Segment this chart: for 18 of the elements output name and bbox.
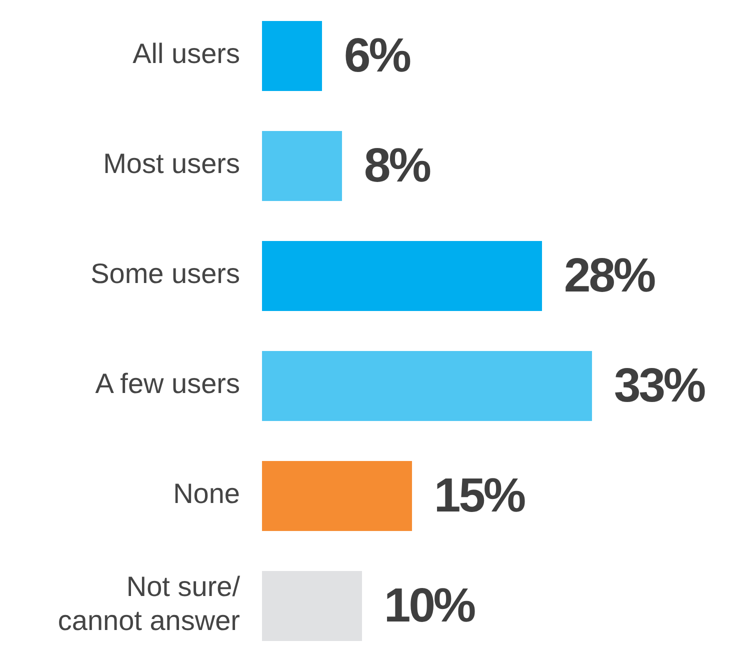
- bar: [262, 571, 362, 641]
- bar: [262, 241, 542, 311]
- y-tick-label: All users: [132, 38, 240, 70]
- bar: [262, 21, 322, 91]
- data-label: 33%: [614, 360, 706, 412]
- data-label: 28%: [564, 250, 656, 302]
- y-tick-label: Not sure/ cannot answer: [58, 571, 240, 636]
- y-tick-label: Most users: [103, 148, 240, 180]
- bar: [262, 351, 592, 421]
- bar: [262, 131, 342, 201]
- y-tick-label: None: [173, 478, 240, 510]
- data-label: 15%: [434, 470, 526, 522]
- y-tick-label: A few users: [95, 368, 240, 400]
- bar: [262, 461, 412, 531]
- y-tick-label: Some users: [90, 258, 240, 290]
- data-label: 6%: [344, 30, 411, 82]
- data-label: 8%: [364, 140, 431, 192]
- data-label: 10%: [384, 580, 476, 632]
